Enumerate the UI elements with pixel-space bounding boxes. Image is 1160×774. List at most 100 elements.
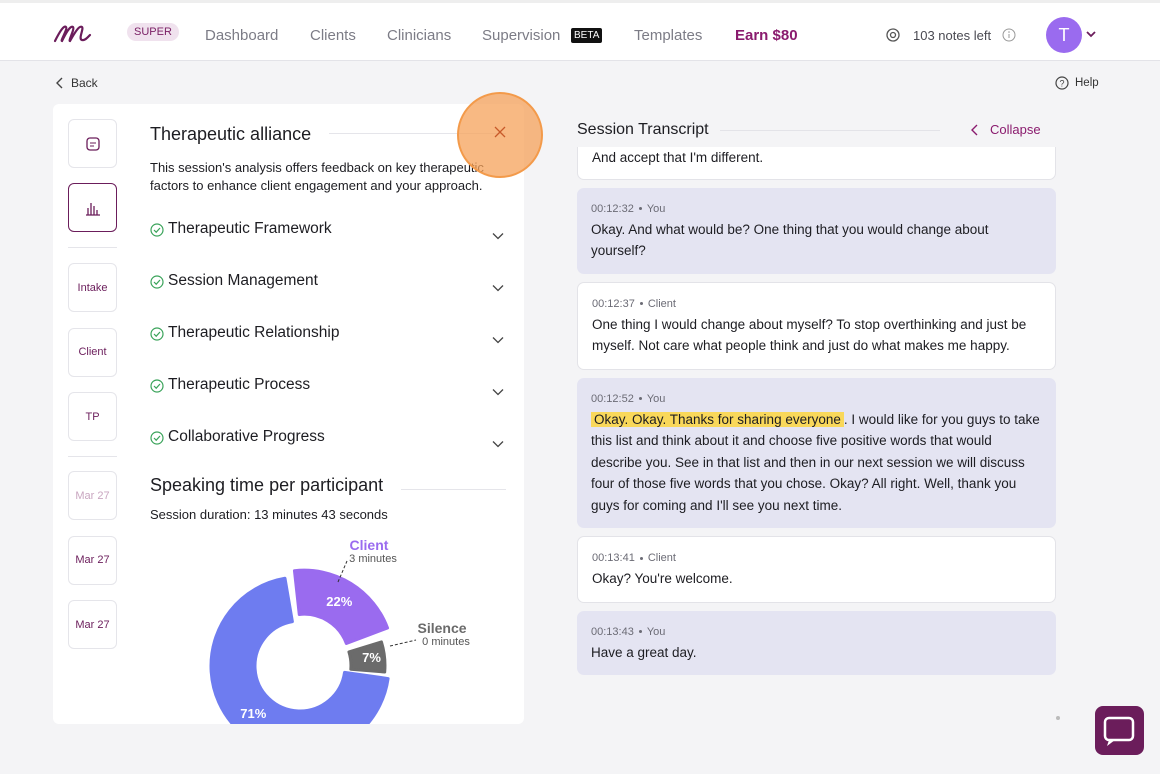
sidebar-date[interactable]: Mar 27 bbox=[68, 471, 117, 520]
segment-label: 22% bbox=[326, 594, 352, 609]
segment-subtitle: 0 minutes bbox=[422, 636, 470, 648]
separator-dot bbox=[639, 302, 643, 305]
separator-dot bbox=[639, 556, 643, 560]
sidebar-tab[interactable]: Client bbox=[68, 327, 117, 377]
segment-subtitle: 3 minutes bbox=[349, 553, 397, 565]
speaking-title: Speaking time per participant bbox=[150, 475, 384, 495]
message-body: Okay. And what would be? One thing that … bbox=[591, 219, 1042, 262]
transcript-list: And accept that I'm different. 00:12:32 Y… bbox=[577, 147, 1057, 707]
message: 00:13:41 Client Okay? You're welcome. bbox=[577, 536, 1056, 603]
message-body: Have a great day. bbox=[591, 642, 1042, 664]
analysis-panel: Intake Client TP Mar 27 Mar 27 Mar 27 Therape… bbox=[53, 104, 524, 724]
message-time: 00:12:32 bbox=[591, 202, 634, 215]
analysis-tab[interactable] bbox=[68, 183, 117, 232]
separator-dot bbox=[638, 630, 642, 633]
back-link[interactable]: Back bbox=[71, 76, 98, 90]
section-title[interactable]: Therapeutic Process bbox=[168, 376, 311, 393]
nav-item[interactable]: Supervision bbox=[482, 27, 561, 44]
nav-item[interactable]: Clients bbox=[310, 27, 356, 44]
message: 00:13:43 You Have a great day. bbox=[577, 610, 1056, 675]
message: 00:12:32 You Okay. And what would be? One … bbox=[577, 187, 1056, 274]
earn-link[interactable]: Earn $80 bbox=[735, 27, 798, 44]
check-icon bbox=[150, 379, 164, 393]
sidebar-tab[interactable]: TP bbox=[68, 392, 117, 441]
segment-name: Client bbox=[350, 537, 389, 553]
message-speaker: You bbox=[646, 392, 666, 405]
sidebar-tab[interactable]: Intake bbox=[68, 263, 117, 312]
message-time: 00:13:41 bbox=[592, 552, 635, 564]
title-rule bbox=[401, 489, 506, 490]
separator bbox=[68, 247, 117, 248]
section-title[interactable]: Session Management bbox=[168, 272, 318, 289]
separator bbox=[68, 456, 117, 457]
plan-badge: SUPER bbox=[127, 23, 179, 41]
message-body: Okay. Okay. Thanks for sharing everyone.… bbox=[591, 409, 1042, 517]
help-icon[interactable]: ? bbox=[1055, 76, 1069, 90]
chevron[interactable] bbox=[492, 331, 504, 344]
segment-name: Silence bbox=[417, 620, 466, 636]
chevron[interactable] bbox=[492, 279, 504, 292]
message-text: And accept that I'm different. bbox=[592, 150, 764, 165]
donut-segment bbox=[292, 568, 390, 645]
title-rule bbox=[329, 133, 506, 134]
info-icon[interactable] bbox=[1002, 28, 1016, 42]
avatar[interactable]: T bbox=[1046, 17, 1082, 53]
collapse-link[interactable]: Collapse bbox=[990, 122, 1041, 137]
message-meta: 00:12:52 You bbox=[591, 391, 1042, 407]
message-text: Okay. And what would be? One thing that … bbox=[591, 221, 989, 259]
check-icon bbox=[150, 431, 164, 445]
avatar-chevron[interactable] bbox=[1085, 30, 1097, 38]
svg-text:?: ? bbox=[1059, 79, 1064, 89]
segment-label: 71% bbox=[240, 706, 266, 721]
sidebar-date[interactable]: Mar 27 bbox=[68, 600, 117, 649]
connector bbox=[389, 639, 417, 647]
separator-dot bbox=[638, 397, 642, 400]
panel-title: Therapeutic alliance bbox=[150, 124, 312, 144]
check-icon bbox=[150, 327, 164, 341]
message-text: . I would like for you guys to take this… bbox=[591, 411, 1040, 513]
chevron[interactable] bbox=[492, 227, 504, 240]
segment-label: 7% bbox=[362, 650, 381, 665]
check-icon bbox=[150, 275, 164, 289]
separator-dot bbox=[638, 207, 642, 210]
message: 00:12:52 You Okay. Okay. Thanks for sharin… bbox=[577, 377, 1056, 528]
transcript-title: Session Transcript bbox=[577, 121, 709, 138]
section-title[interactable]: Therapeutic Relationship bbox=[168, 324, 340, 341]
back-icon[interactable] bbox=[55, 77, 65, 89]
section-title[interactable]: Collaborative Progress bbox=[168, 428, 325, 445]
donut-segment bbox=[209, 576, 390, 724]
message-speaker: You bbox=[646, 202, 666, 215]
click-indicator bbox=[457, 92, 543, 178]
message-body: One thing I would change about myself? T… bbox=[592, 314, 1041, 357]
panel-description: This session's analysis offers feedback … bbox=[150, 160, 484, 193]
message-speaker: You bbox=[646, 625, 666, 638]
top-nav: SUPER Dashboard Clients Clinicians Supervis… bbox=[0, 0, 1160, 61]
notes-tab[interactable] bbox=[68, 119, 117, 168]
message: 00:12:37 Client One thing I would change a… bbox=[577, 281, 1056, 370]
notes-left: 103 notes left bbox=[913, 28, 992, 43]
message-meta: 00:13:43 You bbox=[591, 624, 1042, 640]
connector bbox=[337, 560, 348, 583]
chevron[interactable] bbox=[492, 435, 504, 448]
collapse-icon[interactable] bbox=[970, 124, 980, 136]
nav-item[interactable]: Clinicians bbox=[387, 27, 452, 44]
message-time: 00:12:52 bbox=[591, 392, 634, 405]
highlight: Okay. Okay. Thanks for sharing everyone bbox=[591, 411, 844, 427]
message-speaker: Client bbox=[647, 552, 676, 564]
chat-button[interactable] bbox=[1095, 706, 1144, 755]
chevron[interactable] bbox=[492, 383, 504, 396]
check-icon bbox=[150, 223, 164, 237]
nav-item[interactable]: Templates bbox=[634, 27, 703, 44]
help-link[interactable]: Help bbox=[1075, 77, 1099, 89]
nav-item[interactable]: Dashboard bbox=[205, 27, 279, 44]
message-text: Have a great day. bbox=[591, 644, 697, 660]
donut-segment bbox=[347, 640, 387, 674]
message-meta: 00:13:41 Client bbox=[592, 550, 1041, 566]
section-title[interactable]: Therapeutic Framework bbox=[168, 220, 332, 237]
message-speaker: Client bbox=[647, 297, 676, 310]
beta-badge: BETA bbox=[571, 28, 603, 43]
logo[interactable] bbox=[52, 17, 92, 47]
sidebar-date[interactable]: Mar 27 bbox=[68, 535, 117, 585]
message-time: 00:12:37 bbox=[592, 297, 635, 310]
